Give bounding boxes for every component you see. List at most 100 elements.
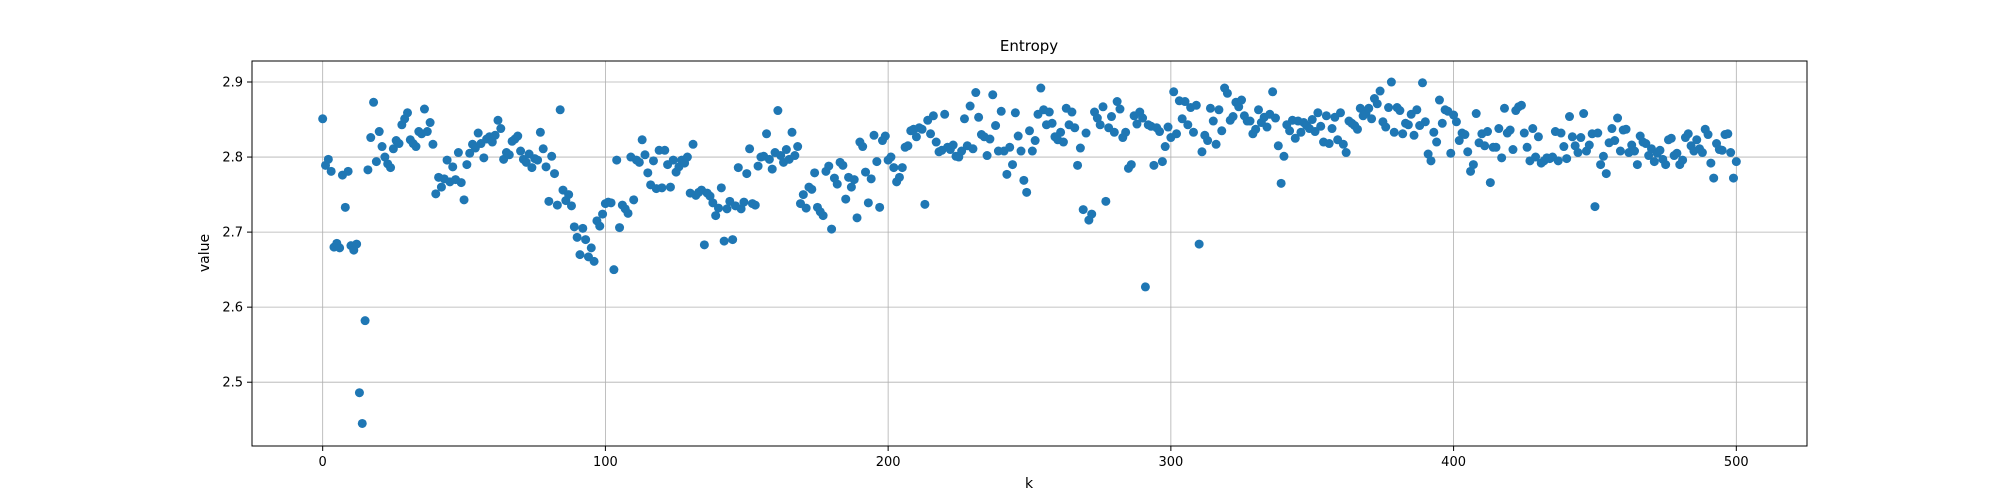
- data-point: [513, 131, 523, 141]
- data-point: [1480, 141, 1490, 151]
- data-point: [340, 202, 350, 212]
- plot-area-frame: [251, 60, 1808, 447]
- y-tick-label: 2.9: [222, 76, 243, 91]
- data-point: [1115, 104, 1125, 114]
- data-point: [1138, 113, 1148, 123]
- data-point: [1692, 135, 1702, 145]
- data-point: [1095, 120, 1105, 130]
- data-point: [1352, 124, 1362, 134]
- data-point: [1067, 107, 1077, 117]
- data-point: [1528, 124, 1538, 134]
- data-point: [827, 224, 837, 234]
- data-point: [564, 190, 574, 200]
- data-point: [1160, 142, 1170, 152]
- data-point: [711, 211, 721, 221]
- data-point: [781, 145, 791, 155]
- data-point: [1497, 153, 1507, 163]
- data-point: [1149, 160, 1159, 170]
- data-point: [988, 90, 998, 100]
- data-point: [719, 236, 729, 246]
- data-point: [1228, 112, 1238, 122]
- data-point: [572, 232, 582, 242]
- data-point: [849, 175, 859, 185]
- chart-title: Entropy: [1000, 37, 1058, 55]
- data-point: [1211, 139, 1221, 149]
- data-point: [521, 157, 531, 167]
- data-point: [550, 169, 560, 179]
- data-point: [1565, 112, 1575, 122]
- data-point: [1276, 178, 1286, 188]
- data-point: [648, 156, 658, 166]
- data-point: [1341, 148, 1351, 158]
- data-point: [1485, 178, 1495, 188]
- data-point: [547, 151, 557, 161]
- data-point: [1451, 117, 1461, 127]
- data-point: [1183, 120, 1193, 130]
- data-point: [453, 148, 463, 158]
- data-point: [1205, 103, 1215, 113]
- data-point: [742, 169, 752, 179]
- data-point: [886, 152, 896, 162]
- data-point: [657, 183, 667, 193]
- data-point: [957, 146, 967, 156]
- data-point: [369, 97, 379, 107]
- data-point: [1386, 77, 1396, 87]
- data-point: [569, 222, 579, 232]
- data-point: [852, 213, 862, 223]
- data-point: [838, 160, 848, 170]
- data-point: [459, 195, 469, 205]
- data-point: [516, 146, 526, 156]
- data-point: [1191, 100, 1201, 110]
- data-point: [832, 179, 842, 189]
- x-tick-label: 200: [876, 455, 901, 470]
- data-point: [1268, 87, 1278, 97]
- data-point: [1163, 122, 1173, 132]
- data-point: [807, 184, 817, 194]
- data-point: [555, 105, 565, 115]
- data-point: [643, 168, 653, 178]
- data-point: [1324, 139, 1334, 149]
- data-point: [1016, 146, 1026, 156]
- data-point: [436, 182, 446, 192]
- data-point: [1384, 103, 1394, 113]
- data-point: [872, 157, 882, 167]
- data-point: [1112, 97, 1122, 107]
- data-point: [1092, 113, 1102, 123]
- data-point: [1398, 129, 1408, 139]
- data-point: [1621, 124, 1631, 134]
- data-point: [448, 162, 458, 172]
- data-point: [1434, 95, 1444, 105]
- data-point: [668, 155, 678, 165]
- x-tick-label: 0: [319, 455, 327, 470]
- data-point: [1157, 157, 1167, 167]
- data-point: [352, 239, 362, 249]
- data-point: [897, 163, 907, 173]
- x-tick-label: 400: [1441, 455, 1466, 470]
- data-point: [1336, 108, 1345, 118]
- data-point: [1251, 124, 1261, 134]
- data-point: [773, 106, 783, 116]
- data-point: [982, 151, 992, 161]
- data-point: [846, 182, 856, 192]
- data-point: [1036, 83, 1046, 93]
- data-point: [660, 145, 670, 155]
- data-point: [615, 223, 625, 233]
- data-point: [866, 174, 876, 184]
- y-axis-ticks: 2.5 2.6 2.7 2.8 2.9: [222, 76, 252, 391]
- data-point: [733, 163, 743, 173]
- data-point: [1454, 136, 1464, 146]
- data-point: [824, 161, 834, 171]
- data-point: [1290, 133, 1300, 143]
- data-point: [764, 154, 774, 164]
- data-point: [801, 203, 811, 213]
- data-point: [1446, 148, 1456, 158]
- data-point: [533, 155, 543, 165]
- data-point: [1047, 118, 1057, 128]
- data-point: [1471, 109, 1481, 119]
- data-point: [1573, 148, 1583, 158]
- data-point: [1013, 131, 1023, 141]
- data-point: [1002, 169, 1012, 179]
- data-point: [431, 189, 441, 199]
- x-tick-label: 300: [1158, 455, 1183, 470]
- data-point: [634, 157, 644, 167]
